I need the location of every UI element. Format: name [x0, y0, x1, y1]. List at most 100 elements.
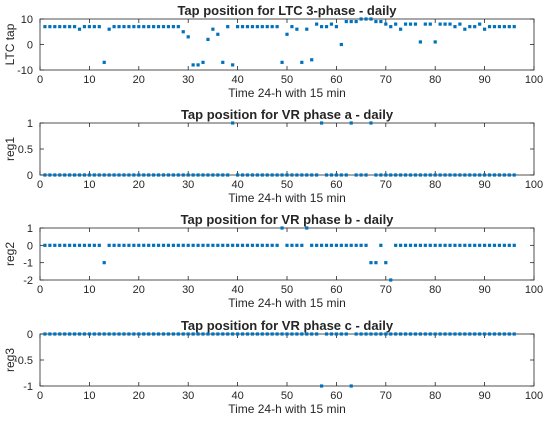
- data-point: [275, 243, 279, 247]
- data-point: [82, 243, 87, 247]
- data-point: [507, 173, 511, 177]
- data-point: [87, 332, 91, 336]
- data-point: [206, 332, 210, 336]
- data-point: [438, 243, 442, 247]
- data-point: [92, 332, 96, 336]
- data-point: [137, 25, 141, 29]
- data-point: [107, 332, 111, 336]
- data-point: [329, 332, 334, 336]
- data-point: [285, 173, 289, 177]
- data-point: [389, 332, 393, 336]
- data-point: [305, 226, 309, 230]
- data-point: [191, 243, 195, 247]
- data-point: [433, 332, 437, 336]
- data-point: [72, 243, 77, 247]
- data-point: [77, 332, 82, 336]
- data-point: [58, 173, 62, 177]
- data-point: [245, 243, 250, 247]
- data-point: [216, 243, 220, 247]
- data-point: [275, 25, 279, 29]
- data-point: [250, 173, 255, 177]
- axes-box: [39, 333, 535, 387]
- data-point: [97, 173, 101, 177]
- data-point: [186, 35, 190, 39]
- data-point: [369, 17, 373, 21]
- x-tick-label: 90: [478, 179, 490, 191]
- data-point: [280, 173, 284, 177]
- data-point: [478, 243, 482, 247]
- data-point: [334, 243, 338, 247]
- data-point: [97, 332, 101, 336]
- data-point: [82, 332, 87, 336]
- data-point: [389, 173, 393, 177]
- data-point: [201, 332, 205, 336]
- x-tick-label: 60: [330, 74, 342, 86]
- x-tick-label: 90: [478, 74, 490, 86]
- data-point: [403, 243, 408, 247]
- data-point: [394, 22, 398, 26]
- data-point: [112, 173, 116, 177]
- data-point: [255, 25, 259, 29]
- data-point: [77, 27, 82, 31]
- data-point: [507, 243, 511, 247]
- data-point: [72, 173, 77, 177]
- data-point: [374, 332, 378, 336]
- data-point: [443, 243, 447, 247]
- data-point: [87, 173, 91, 177]
- data-point: [478, 22, 482, 26]
- data-point: [448, 332, 452, 336]
- subplot-title: Tap position for VR phase b - daily: [181, 212, 395, 227]
- data-point: [280, 332, 284, 336]
- data-point: [468, 243, 472, 247]
- data-point: [369, 332, 373, 336]
- data-point: [270, 332, 274, 336]
- data-point: [389, 278, 393, 282]
- data-point: [240, 25, 245, 29]
- x-tick-label: 60: [330, 390, 342, 402]
- data-point: [58, 332, 62, 336]
- data-point: [147, 173, 151, 177]
- x-tick-label: 60: [330, 179, 342, 191]
- data-point: [319, 243, 324, 247]
- data-point: [379, 332, 383, 336]
- data-point: [379, 243, 383, 247]
- data-point: [53, 332, 57, 336]
- data-point: [374, 19, 378, 24]
- data-point: [186, 332, 190, 336]
- data-point: [117, 332, 121, 336]
- data-point: [300, 243, 304, 247]
- data-point: [478, 332, 482, 336]
- data-point: [295, 173, 299, 177]
- data-point: [468, 332, 472, 336]
- data-point: [448, 22, 452, 26]
- subplot-4: 0 10 20 30 40 50 60 70 80 90 100 -1 -0.5 0 Tap positio…: [3, 318, 543, 416]
- data-point: [463, 27, 467, 31]
- x-tick-label: 100: [525, 284, 543, 296]
- data-point: [176, 25, 180, 29]
- data-point: [231, 332, 235, 336]
- data-point: [379, 173, 383, 177]
- x-tick-label: 20: [133, 179, 145, 191]
- data-point: [324, 173, 329, 177]
- data-point: [265, 173, 269, 177]
- data-point: [408, 22, 413, 26]
- y-axis-label: reg2: [3, 242, 17, 266]
- data-point: [181, 332, 185, 336]
- data-point: [107, 243, 111, 247]
- data-point: [43, 173, 47, 177]
- data-point: [438, 173, 442, 177]
- data-point: [428, 332, 432, 336]
- data-point: [171, 173, 175, 177]
- data-point: [295, 332, 299, 336]
- data-point: [236, 243, 240, 247]
- x-axis-label: Time 24-h with 15 min: [228, 191, 346, 205]
- data-point: [339, 243, 343, 247]
- data-point: [147, 243, 151, 247]
- data-point: [512, 173, 516, 177]
- data-point: [142, 243, 146, 247]
- data-point: [502, 25, 506, 29]
- data-point: [250, 332, 255, 336]
- data-point: [324, 25, 329, 29]
- y-tick-label: 0: [27, 170, 33, 182]
- data-point: [285, 332, 289, 336]
